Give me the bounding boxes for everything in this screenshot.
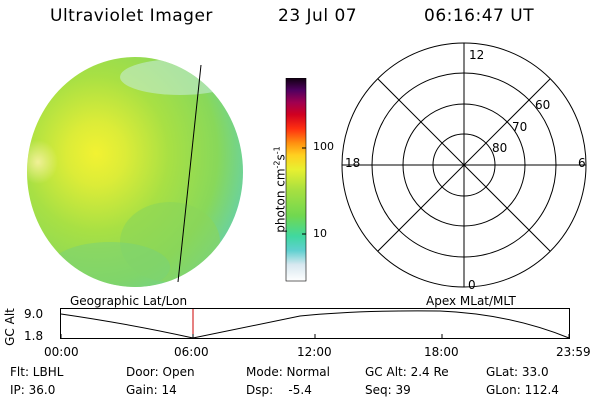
unit-s: s <box>273 154 288 161</box>
orbit-ytick-top: 9.0 <box>24 307 44 321</box>
mlat-label-80: 80 <box>492 141 508 155</box>
orbit-xtick-0000: 00:00 <box>44 345 79 359</box>
orbit-ylabel: GC Alt <box>3 308 17 346</box>
orbit-xtick-1200: 12:00 <box>297 345 332 359</box>
colorbar <box>285 78 307 282</box>
instrument-title: Ultraviolet Imager <box>50 6 213 26</box>
status-filter: Flt: LBHL <box>10 365 64 379</box>
colorbar-unit-label: photon cm-2s-1 <box>273 120 288 260</box>
orbit-ylabel-wrap: GC Alt <box>2 308 17 348</box>
mlt-label-18: 18 <box>345 156 361 170</box>
unit-sup-cm: -2 <box>272 160 282 169</box>
orbit-altitude-plot <box>60 308 570 339</box>
geographic-label: Geographic Lat/Lon <box>70 294 188 308</box>
orbit-ytick-bottom: 1.8 <box>24 329 44 343</box>
apex-label: Apex MLat/MLT <box>426 294 516 308</box>
status-door: Door: Open <box>126 365 195 379</box>
orbit-xtick-2359: 23:59 <box>556 345 591 359</box>
status-glon: GLon: 112.4 <box>486 383 559 397</box>
terminator-line <box>177 64 202 283</box>
date-label: 23 Jul 07 <box>278 6 358 26</box>
mlt-label-0: 0 <box>468 278 476 292</box>
orbit-xtick-1800: 18:00 <box>424 345 459 359</box>
mlt-label-12: 12 <box>469 48 485 62</box>
status-glat: GLat: 33.0 <box>486 365 549 379</box>
status-ip: IP: 36.0 <box>10 383 56 397</box>
mlat-label-70: 70 <box>512 120 528 134</box>
mlt-label-6: 6 <box>578 156 586 170</box>
unit-photon-cm: photon cm <box>273 168 288 233</box>
status-dsp: Dsp: -5.4 <box>246 383 312 397</box>
status-mode: Mode: Normal <box>246 365 330 379</box>
polar-mlat-mlt-plot <box>341 42 587 288</box>
status-gc-alt: GC Alt: 2.4 Re <box>365 365 449 379</box>
status-gain: Gain: 14 <box>126 383 177 397</box>
colorbar-tick-100: 100 <box>313 140 334 153</box>
colorbar-gradient <box>285 78 307 282</box>
time-label: 06:16:47 UT <box>424 6 535 26</box>
mlat-label-60: 60 <box>535 98 551 112</box>
status-seq: Seq: 39 <box>365 383 411 397</box>
orbit-altitude-curve <box>60 310 570 339</box>
uv-earth-disk-image <box>27 57 243 287</box>
unit-sup-s: -1 <box>272 146 282 155</box>
orbit-xtick-0600: 06:00 <box>174 345 209 359</box>
colorbar-tick-10: 10 <box>313 227 327 240</box>
